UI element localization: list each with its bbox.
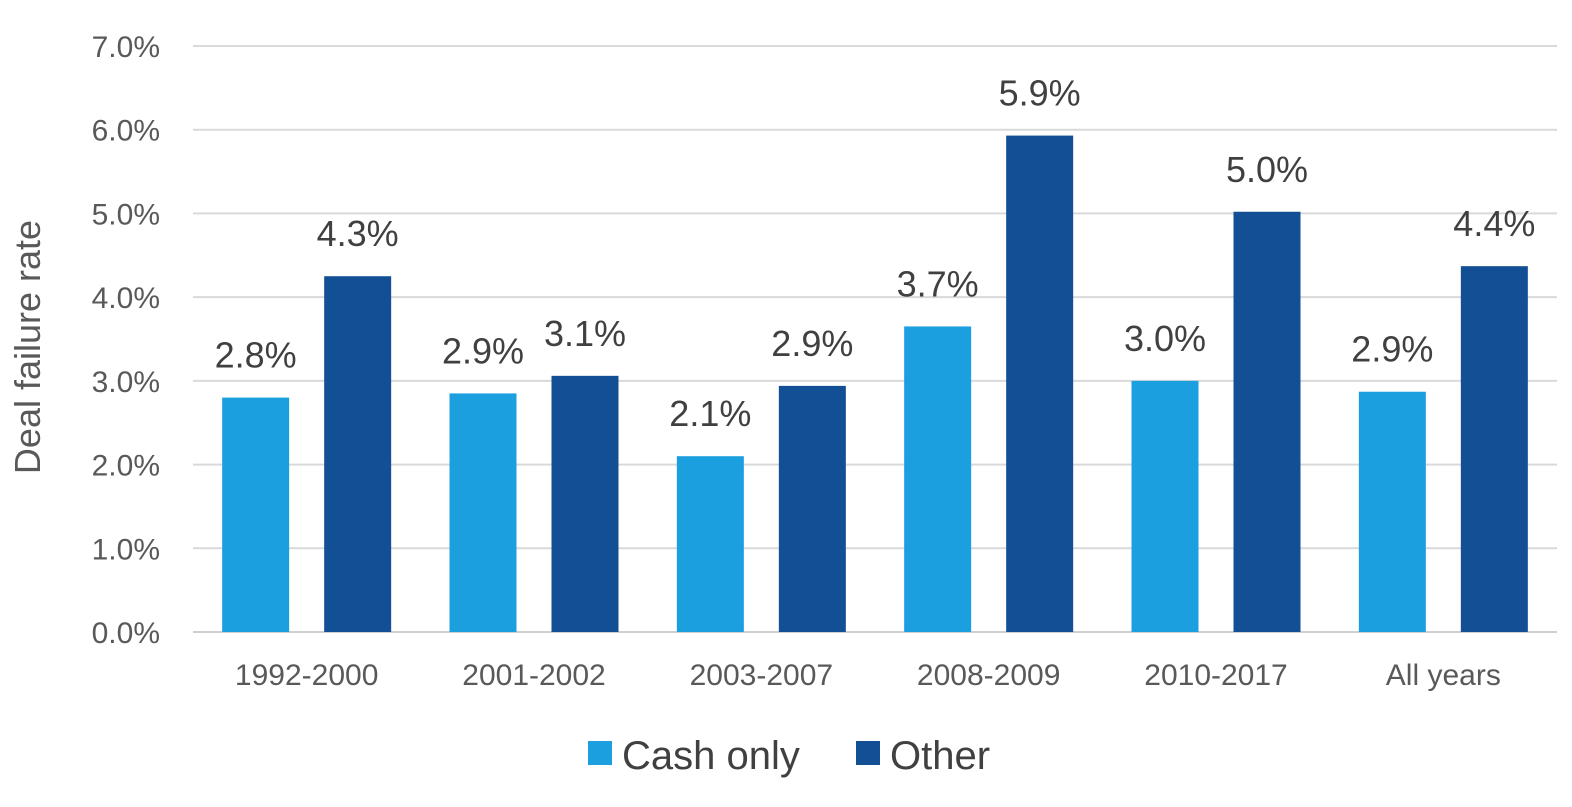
bar-other bbox=[1006, 135, 1074, 632]
data-label: 2.9% bbox=[1351, 329, 1433, 370]
bar-other bbox=[1233, 211, 1301, 633]
x-category-label: 2001-2002 bbox=[462, 659, 605, 692]
legend-label: Cash only bbox=[622, 734, 800, 778]
y-tick-label: 0.0% bbox=[92, 617, 160, 650]
y-tick-label: 1.0% bbox=[92, 533, 160, 566]
bar-other bbox=[778, 385, 846, 632]
y-tick-label: 7.0% bbox=[92, 31, 160, 64]
x-axis-categories: 1992-2000 2001-2002 2003-2007 2008-2009 2010… bbox=[235, 659, 1501, 692]
data-label: 3.0% bbox=[1124, 318, 1206, 359]
legend-label: Other bbox=[890, 734, 990, 778]
data-label: 4.3% bbox=[317, 213, 399, 254]
x-category-label: 2010-2017 bbox=[1144, 659, 1287, 692]
bars bbox=[222, 135, 1528, 633]
y-tick-label: 2.0% bbox=[92, 450, 160, 483]
bar-other bbox=[324, 276, 392, 632]
bar-other bbox=[1460, 266, 1528, 632]
bar-other bbox=[551, 375, 619, 632]
y-tick-label: 3.0% bbox=[92, 366, 160, 399]
x-category-label: All years bbox=[1386, 659, 1501, 692]
data-label: 3.1% bbox=[544, 313, 626, 354]
data-label: 2.1% bbox=[669, 393, 751, 434]
x-category-label: 2003-2007 bbox=[690, 659, 833, 692]
gridlines bbox=[193, 45, 1557, 633]
data-label: 5.0% bbox=[1226, 149, 1308, 190]
bar-cash-only bbox=[1131, 380, 1199, 632]
data-label: 5.9% bbox=[999, 73, 1081, 114]
bar-cash-only bbox=[676, 456, 744, 632]
bar-cash-only bbox=[222, 397, 290, 632]
y-tick-label: 6.0% bbox=[92, 115, 160, 148]
bar-cash-only bbox=[449, 393, 517, 632]
y-tick-label: 5.0% bbox=[92, 198, 160, 231]
data-label: 2.8% bbox=[215, 335, 297, 376]
x-category-label: 2008-2009 bbox=[917, 659, 1060, 692]
data-label: 2.9% bbox=[442, 330, 524, 371]
bar-cash-only bbox=[904, 326, 972, 632]
data-label: 4.4% bbox=[1453, 203, 1535, 244]
data-labels: 2.8% 4.3% 2.9% 3.1% 2.1% 2.9% 3.7% 5.9% 3.0% 5.0%… bbox=[215, 73, 1536, 435]
y-axis-title: Deal failure rate bbox=[7, 220, 48, 474]
data-label: 3.7% bbox=[897, 263, 979, 304]
data-label: 2.9% bbox=[771, 323, 853, 364]
bar-cash-only bbox=[1358, 391, 1426, 632]
legend-swatch bbox=[856, 741, 880, 765]
legend-swatch bbox=[588, 741, 612, 765]
x-category-label: 1992-2000 bbox=[235, 659, 378, 692]
legend: Cash only Other bbox=[588, 734, 990, 778]
y-tick-label: 4.0% bbox=[92, 282, 160, 315]
y-axis-ticks: 0.0% 1.0% 2.0% 3.0% 4.0% 5.0% 6.0% 7.0% bbox=[92, 31, 160, 650]
